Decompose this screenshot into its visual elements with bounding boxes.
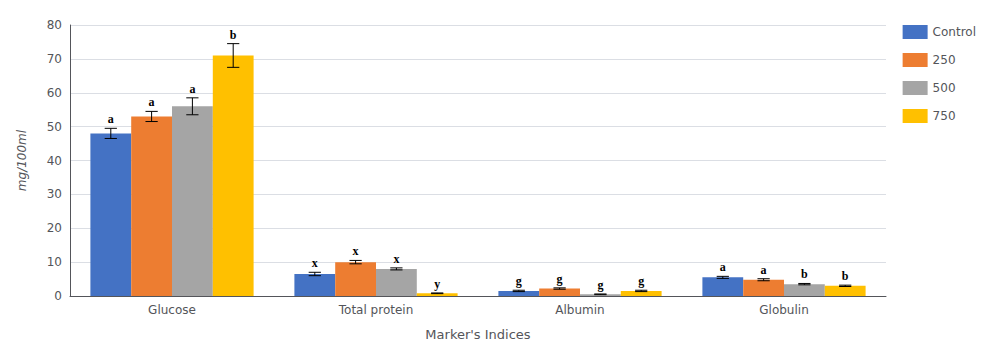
svg-text:Glucose: Glucose bbox=[148, 303, 196, 317]
svg-text:20: 20 bbox=[47, 221, 62, 235]
svg-text:70: 70 bbox=[47, 52, 62, 66]
svg-text:Control: Control bbox=[933, 25, 976, 39]
svg-text:Total protein: Total protein bbox=[338, 303, 414, 317]
svg-text:b: b bbox=[801, 267, 808, 281]
svg-text:b: b bbox=[842, 269, 849, 283]
svg-text:10: 10 bbox=[47, 255, 62, 269]
svg-text:250: 250 bbox=[933, 53, 956, 67]
svg-text:a: a bbox=[761, 263, 767, 277]
svg-text:g: g bbox=[597, 278, 603, 292]
svg-text:y: y bbox=[434, 277, 440, 291]
svg-text:50: 50 bbox=[47, 120, 62, 134]
svg-text:a: a bbox=[720, 260, 726, 274]
svg-text:g: g bbox=[516, 274, 522, 288]
svg-text:x: x bbox=[312, 256, 318, 270]
svg-text:500: 500 bbox=[933, 81, 956, 95]
svg-text:b: b bbox=[230, 28, 237, 42]
svg-text:750: 750 bbox=[933, 109, 956, 123]
svg-text:g: g bbox=[557, 272, 563, 286]
svg-text:80: 80 bbox=[47, 18, 62, 32]
svg-text:x: x bbox=[353, 244, 359, 258]
svg-text:a: a bbox=[108, 112, 114, 126]
svg-text:mg/100ml: mg/100ml bbox=[15, 129, 29, 191]
svg-text:Albumin: Albumin bbox=[555, 303, 604, 317]
svg-text:0: 0 bbox=[54, 289, 62, 303]
svg-text:30: 30 bbox=[47, 187, 62, 201]
svg-text:g: g bbox=[638, 274, 644, 288]
svg-text:Marker's Indices: Marker's Indices bbox=[425, 327, 530, 342]
svg-text:x: x bbox=[393, 252, 399, 266]
svg-text:60: 60 bbox=[47, 86, 62, 100]
svg-text:40: 40 bbox=[47, 154, 62, 168]
svg-text:a: a bbox=[189, 82, 195, 96]
svg-text:a: a bbox=[149, 95, 155, 109]
svg-text:Globulin: Globulin bbox=[759, 303, 808, 317]
